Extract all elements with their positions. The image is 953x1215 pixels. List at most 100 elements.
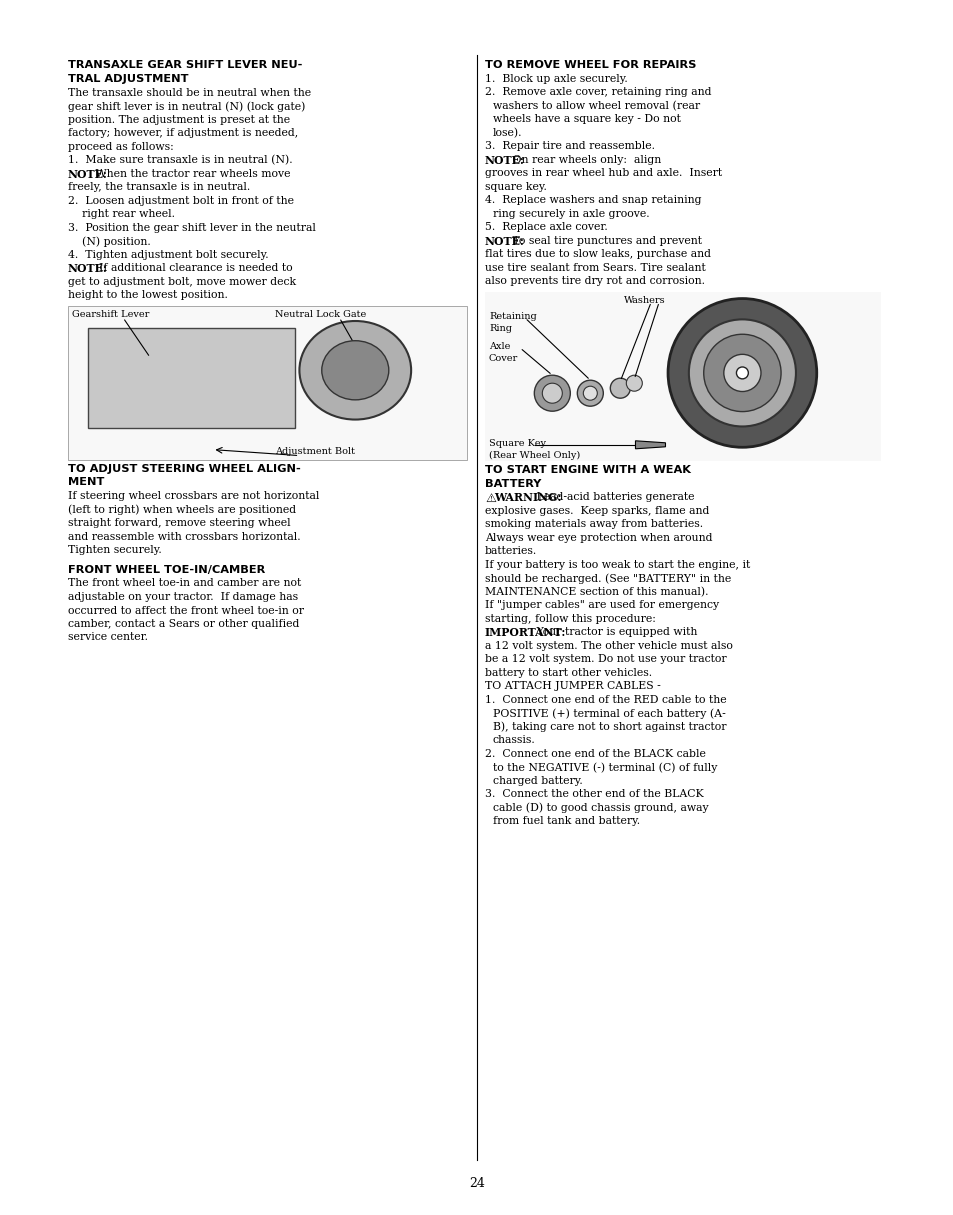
Text: Your tractor is equipped with: Your tractor is equipped with bbox=[533, 627, 697, 638]
Text: 2.  Loosen adjustment bolt in front of the: 2. Loosen adjustment bolt in front of th… bbox=[68, 196, 294, 205]
Text: Retaining: Retaining bbox=[489, 312, 537, 321]
Text: MENT: MENT bbox=[68, 477, 104, 487]
Text: 2.  Connect one end of the BLACK cable: 2. Connect one end of the BLACK cable bbox=[484, 748, 705, 759]
Text: NOTE:: NOTE: bbox=[484, 154, 524, 165]
Text: ⚠: ⚠ bbox=[484, 492, 496, 505]
Text: 1.  Connect one end of the RED cable to the: 1. Connect one end of the RED cable to t… bbox=[484, 695, 726, 705]
Text: Neutral Lock Gate: Neutral Lock Gate bbox=[275, 310, 366, 318]
Text: TRANSAXLE GEAR SHIFT LEVER NEU-: TRANSAXLE GEAR SHIFT LEVER NEU- bbox=[68, 60, 302, 70]
Text: FRONT WHEEL TOE-IN/CAMBER: FRONT WHEEL TOE-IN/CAMBER bbox=[68, 565, 265, 575]
Text: starting, follow this procedure:: starting, follow this procedure: bbox=[484, 614, 656, 623]
Text: If steering wheel crossbars are not horizontal: If steering wheel crossbars are not hori… bbox=[68, 491, 319, 502]
Text: get to adjustment bolt, move mower deck: get to adjustment bolt, move mower deck bbox=[68, 277, 295, 287]
Text: (N) position.: (N) position. bbox=[68, 236, 151, 247]
Text: occurred to affect the front wheel toe-in or: occurred to affect the front wheel toe-i… bbox=[68, 605, 304, 616]
Text: TO ATTACH JUMPER CABLES -: TO ATTACH JUMPER CABLES - bbox=[484, 682, 660, 691]
Text: Adjustment Bolt: Adjustment Bolt bbox=[275, 447, 355, 456]
Text: When the tractor rear wheels move: When the tractor rear wheels move bbox=[92, 169, 291, 179]
Text: Lead-acid batteries generate: Lead-acid batteries generate bbox=[533, 492, 694, 502]
Text: If "jumper cables" are used for emergency: If "jumper cables" are used for emergenc… bbox=[484, 600, 719, 610]
Text: be a 12 volt system. Do not use your tractor: be a 12 volt system. Do not use your tra… bbox=[484, 655, 726, 665]
Text: grooves in rear wheel hub and axle.  Insert: grooves in rear wheel hub and axle. Inse… bbox=[484, 169, 721, 179]
Text: IMPORTANT:: IMPORTANT: bbox=[484, 627, 566, 638]
Ellipse shape bbox=[299, 321, 411, 419]
Text: 3.  Repair tire and reassemble.: 3. Repair tire and reassemble. bbox=[484, 141, 655, 152]
Text: square key.: square key. bbox=[484, 182, 546, 192]
Text: POSITIVE (+) terminal of each battery (A-: POSITIVE (+) terminal of each battery (A… bbox=[493, 708, 725, 719]
Text: 3.  Connect the other end of the BLACK: 3. Connect the other end of the BLACK bbox=[484, 790, 703, 799]
Circle shape bbox=[703, 334, 781, 412]
Text: 24: 24 bbox=[469, 1177, 484, 1189]
Polygon shape bbox=[635, 441, 665, 448]
Text: camber, contact a Sears or other qualified: camber, contact a Sears or other qualifi… bbox=[68, 618, 299, 629]
Text: Always wear eye protection when around: Always wear eye protection when around bbox=[484, 533, 712, 543]
Text: adjustable on your tractor.  If damage has: adjustable on your tractor. If damage ha… bbox=[68, 592, 297, 601]
Circle shape bbox=[610, 378, 630, 399]
Bar bbox=[88, 328, 295, 428]
Text: The transaxle should be in neutral when the: The transaxle should be in neutral when … bbox=[68, 87, 311, 97]
Text: wheels have a square key - Do not: wheels have a square key - Do not bbox=[493, 114, 680, 124]
Text: straight forward, remove steering wheel: straight forward, remove steering wheel bbox=[68, 519, 291, 529]
Circle shape bbox=[626, 375, 641, 391]
Text: MAINTENANCE section of this manual).: MAINTENANCE section of this manual). bbox=[484, 587, 708, 598]
Bar bbox=[484, 292, 880, 460]
Circle shape bbox=[534, 375, 570, 411]
Text: service center.: service center. bbox=[68, 633, 148, 643]
Text: washers to allow wheel removal (rear: washers to allow wheel removal (rear bbox=[493, 101, 700, 111]
Text: explosive gases.  Keep sparks, flame and: explosive gases. Keep sparks, flame and bbox=[484, 505, 709, 516]
Text: Washers: Washers bbox=[623, 295, 664, 305]
Bar bbox=[68, 306, 467, 459]
Text: right rear wheel.: right rear wheel. bbox=[68, 209, 174, 219]
Text: chassis.: chassis. bbox=[493, 735, 536, 745]
Text: Ring: Ring bbox=[489, 324, 512, 333]
Text: batteries.: batteries. bbox=[484, 547, 537, 556]
Circle shape bbox=[736, 367, 747, 379]
Text: position. The adjustment is preset at the: position. The adjustment is preset at th… bbox=[68, 114, 290, 125]
Text: to the NEGATIVE (-) terminal (C) of fully: to the NEGATIVE (-) terminal (C) of full… bbox=[493, 762, 717, 773]
Text: battery to start other vehicles.: battery to start other vehicles. bbox=[484, 668, 652, 678]
Text: If your battery is too weak to start the engine, it: If your battery is too weak to start the… bbox=[484, 560, 749, 570]
Text: (Rear Wheel Only): (Rear Wheel Only) bbox=[489, 451, 579, 460]
Ellipse shape bbox=[321, 340, 389, 400]
Text: If additional clearance is needed to: If additional clearance is needed to bbox=[92, 264, 293, 273]
Text: On rear wheels only:  align: On rear wheels only: align bbox=[509, 154, 660, 165]
Circle shape bbox=[723, 355, 760, 391]
Text: NOTE:: NOTE: bbox=[68, 264, 108, 275]
Circle shape bbox=[582, 386, 597, 400]
Text: proceed as follows:: proceed as follows: bbox=[68, 142, 173, 152]
Text: BATTERY: BATTERY bbox=[484, 479, 540, 488]
Text: cable (D) to good chassis ground, away: cable (D) to good chassis ground, away bbox=[493, 803, 708, 814]
Text: height to the lowest position.: height to the lowest position. bbox=[68, 290, 228, 300]
Text: use tire sealant from Sears. Tire sealant: use tire sealant from Sears. Tire sealan… bbox=[484, 262, 705, 273]
Text: 4.  Tighten adjustment bolt securely.: 4. Tighten adjustment bolt securely. bbox=[68, 249, 269, 260]
Text: (left to right) when wheels are positioned: (left to right) when wheels are position… bbox=[68, 504, 295, 515]
Text: 1.  Make sure transaxle is in neutral (N).: 1. Make sure transaxle is in neutral (N)… bbox=[68, 156, 293, 165]
Text: smoking materials away from batteries.: smoking materials away from batteries. bbox=[484, 519, 702, 530]
Text: Gearshift Lever: Gearshift Lever bbox=[71, 310, 150, 318]
Text: TO REMOVE WHEEL FOR REPAIRS: TO REMOVE WHEEL FOR REPAIRS bbox=[484, 60, 696, 70]
Circle shape bbox=[688, 320, 795, 426]
Text: 5.  Replace axle cover.: 5. Replace axle cover. bbox=[484, 222, 607, 232]
Text: NOTE:: NOTE: bbox=[484, 236, 524, 247]
Text: and reassemble with crossbars horizontal.: and reassemble with crossbars horizontal… bbox=[68, 532, 300, 542]
Text: 1.  Block up axle securely.: 1. Block up axle securely. bbox=[484, 74, 627, 84]
Text: from fuel tank and battery.: from fuel tank and battery. bbox=[493, 816, 639, 826]
Text: flat tires due to slow leaks, purchase and: flat tires due to slow leaks, purchase a… bbox=[484, 249, 710, 259]
Text: Square Key: Square Key bbox=[489, 439, 549, 448]
Text: 4.  Replace washers and snap retaining: 4. Replace washers and snap retaining bbox=[484, 196, 700, 205]
Text: Axle: Axle bbox=[489, 341, 510, 351]
Text: Tighten securely.: Tighten securely. bbox=[68, 546, 162, 555]
Text: TRAL ADJUSTMENT: TRAL ADJUSTMENT bbox=[68, 74, 189, 84]
Text: factory; however, if adjustment is needed,: factory; however, if adjustment is neede… bbox=[68, 128, 298, 139]
Text: a 12 volt system. The other vehicle must also: a 12 volt system. The other vehicle must… bbox=[484, 640, 732, 651]
Text: TO START ENGINE WITH A WEAK: TO START ENGINE WITH A WEAK bbox=[484, 465, 690, 475]
Text: 3.  Position the gear shift lever in the neutral: 3. Position the gear shift lever in the … bbox=[68, 222, 315, 232]
Text: charged battery.: charged battery. bbox=[493, 776, 582, 786]
Text: WARNING:: WARNING: bbox=[494, 492, 561, 503]
Text: lose).: lose). bbox=[493, 128, 522, 139]
Text: To seal tire punctures and prevent: To seal tire punctures and prevent bbox=[509, 236, 701, 245]
Text: The front wheel toe-in and camber are not: The front wheel toe-in and camber are no… bbox=[68, 578, 301, 588]
Text: 2.  Remove axle cover, retaining ring and: 2. Remove axle cover, retaining ring and bbox=[484, 87, 711, 97]
Text: TO ADJUST STEERING WHEEL ALIGN-: TO ADJUST STEERING WHEEL ALIGN- bbox=[68, 464, 300, 474]
Text: freely, the transaxle is in neutral.: freely, the transaxle is in neutral. bbox=[68, 182, 250, 192]
